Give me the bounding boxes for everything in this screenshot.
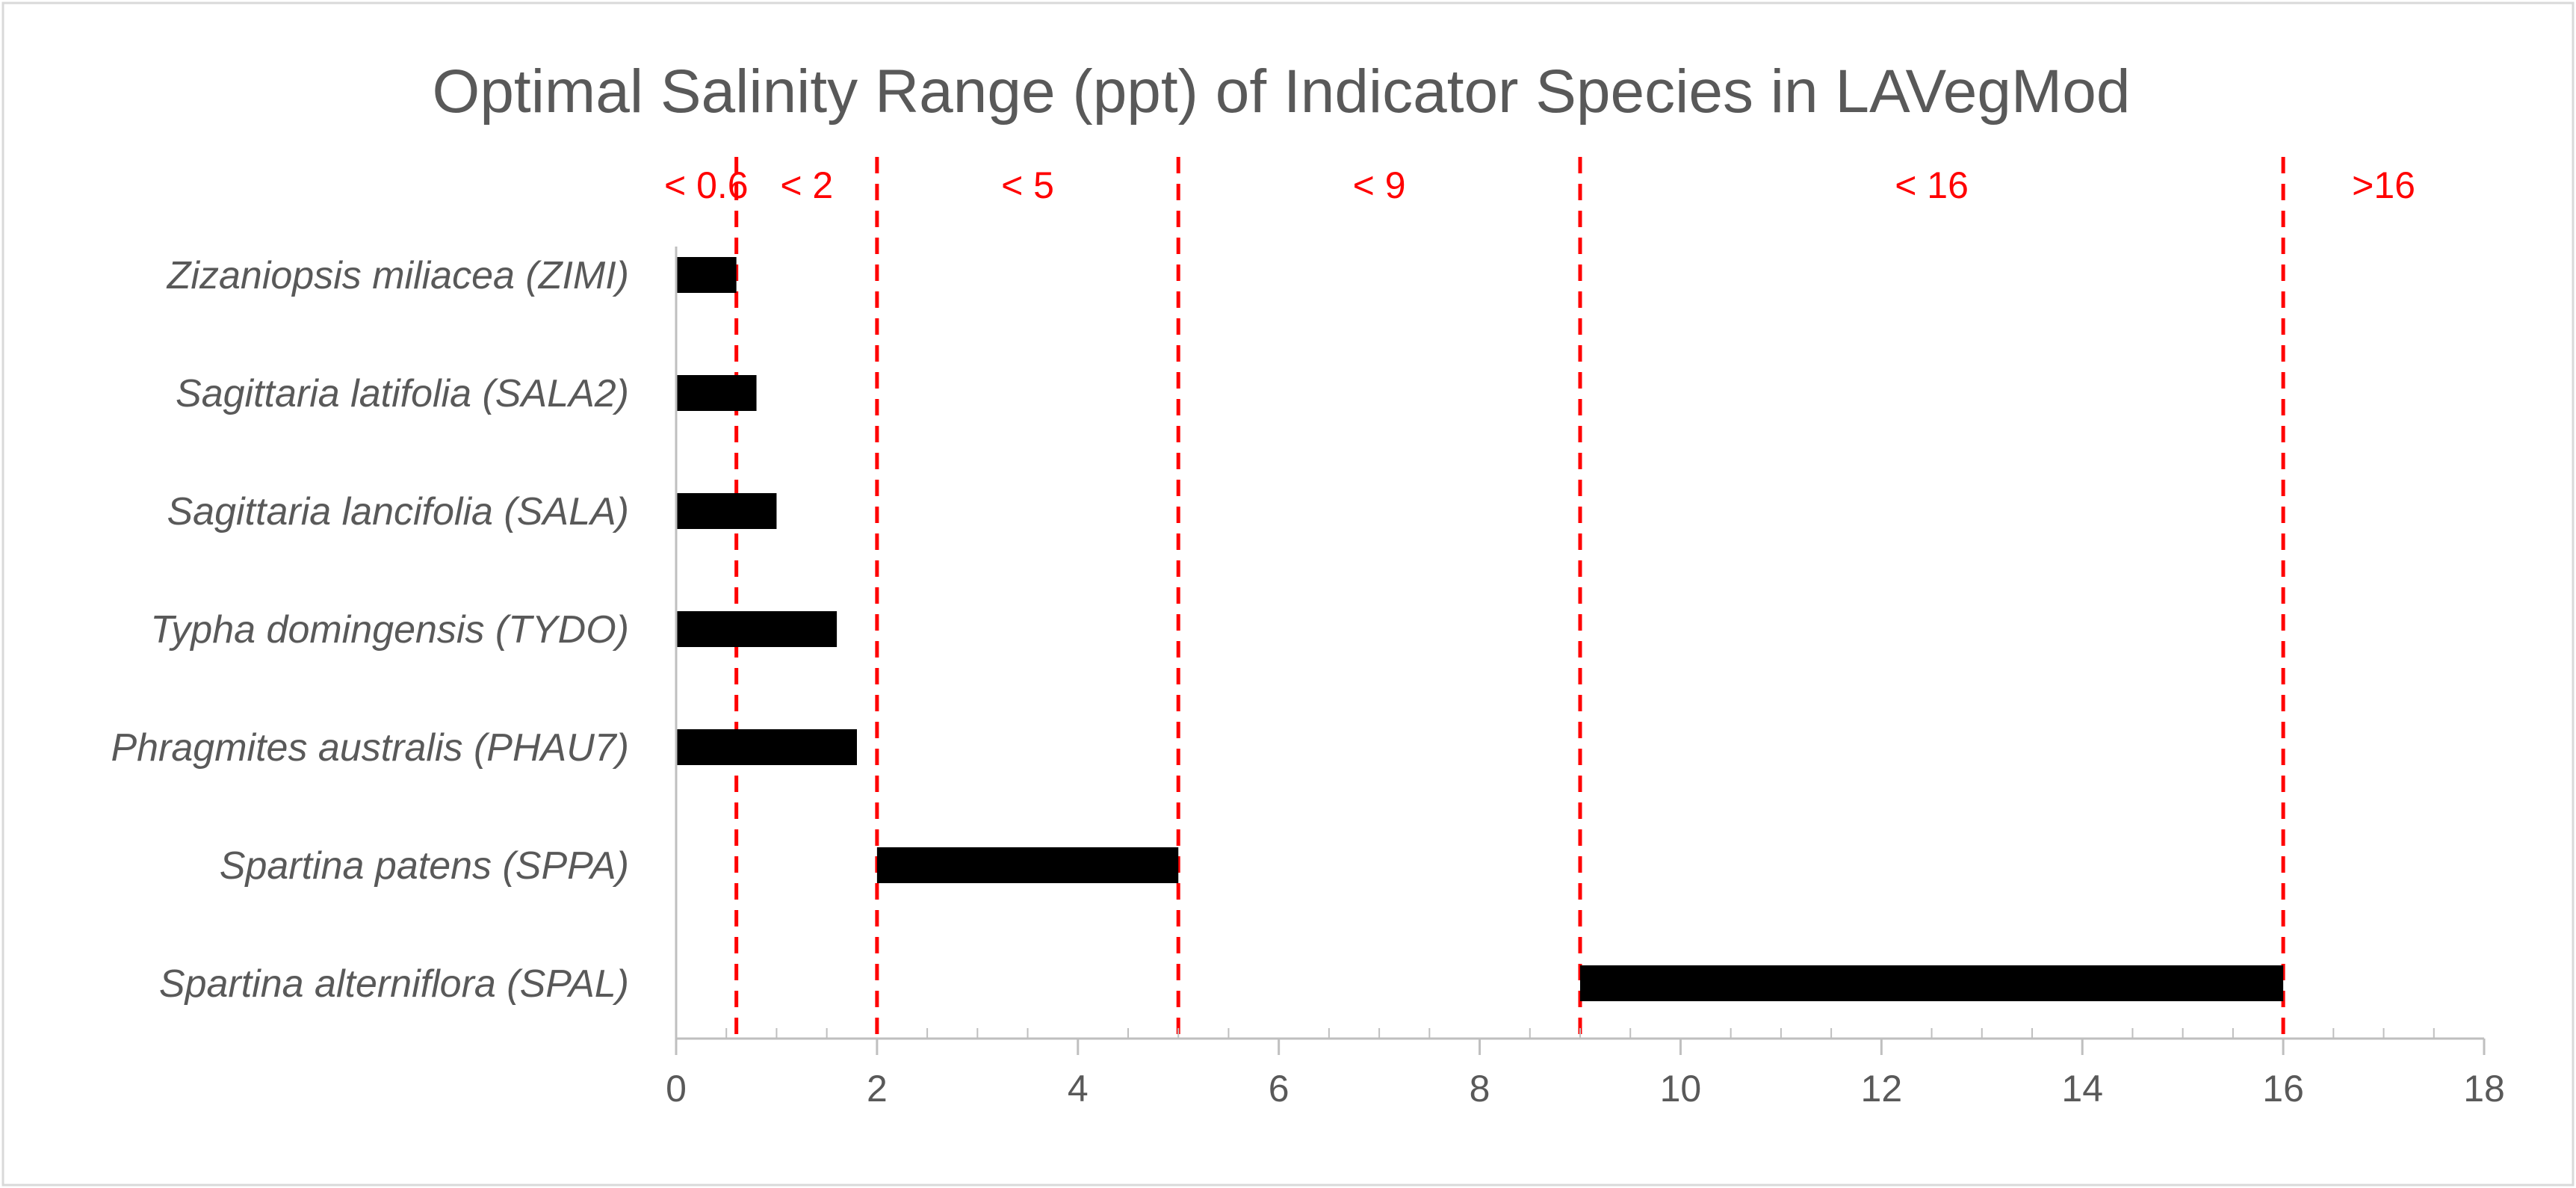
bar	[676, 729, 857, 765]
category-label: Spartina alterniflora (SPAL)	[159, 962, 629, 1006]
zone-label: < 5	[1001, 164, 1054, 206]
x-tick-label: 4	[1068, 1068, 1089, 1110]
category-label: Phragmites australis (PHAU7)	[111, 726, 629, 770]
category-label: Zizaniopsis miliacea (ZIMI)	[166, 254, 629, 297]
x-tick-label: 16	[2262, 1068, 2304, 1110]
bar	[1580, 965, 2284, 1001]
bar	[676, 493, 777, 529]
zone-label: < 16	[1895, 164, 1969, 206]
chart-title: Optimal Salinity Range (ppt) of Indicato…	[433, 58, 2131, 126]
x-tick-label: 18	[2463, 1068, 2505, 1110]
zone-labels: < 0.6 < 2 < 5 < 9 < 16 >16	[664, 164, 2415, 206]
x-tick-label: 0	[666, 1068, 687, 1110]
bar	[676, 257, 737, 293]
x-tick-label: 12	[1861, 1068, 1903, 1110]
bars	[676, 257, 2284, 1001]
category-label: Sagittaria lancifolia (SALA)	[167, 490, 629, 533]
bar	[876, 847, 1179, 883]
category-labels: Zizaniopsis miliacea (ZIMI) Sagittaria la…	[111, 254, 629, 1006]
zone-label: < 9	[1353, 164, 1406, 206]
x-tick-label: 8	[1470, 1068, 1490, 1110]
x-tick-label: 2	[867, 1068, 888, 1110]
category-label: Sagittaria latifolia (SALA2)	[176, 372, 629, 415]
x-tick-label: 6	[1269, 1068, 1289, 1110]
category-label: Typha domingensis (TYDO)	[150, 608, 629, 652]
bar	[676, 375, 757, 411]
x-axis: 0 2 4 6 8 10 12 14 16 18	[666, 247, 2505, 1110]
x-tick-label: 14	[2061, 1068, 2103, 1110]
x-tick-label: 10	[1660, 1068, 1702, 1110]
bar	[676, 611, 837, 647]
zone-label: < 0.6	[664, 164, 749, 206]
category-label: Spartina patens (SPPA)	[220, 844, 629, 888]
threshold-lines	[734, 157, 2285, 1039]
zone-label: < 2	[780, 164, 833, 206]
zone-label: >16	[2352, 164, 2415, 206]
